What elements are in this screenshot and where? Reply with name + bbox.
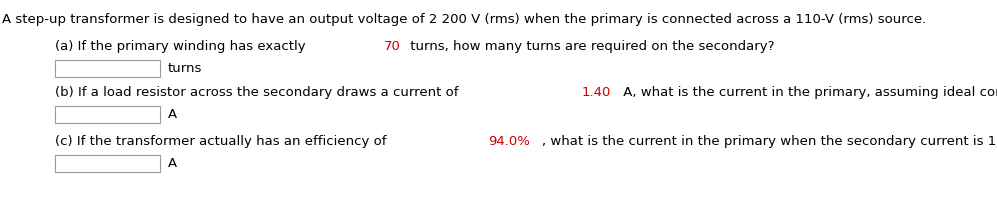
Text: , what is the current in the primary when the secondary current is 1.20 A?: , what is the current in the primary whe… [542,135,997,148]
Text: (b) If a load resistor across the secondary draws a current of: (b) If a load resistor across the second… [55,86,463,99]
Text: A step-up transformer is designed to have an output voltage of 2 200 V (rms) whe: A step-up transformer is designed to hav… [2,13,926,26]
Text: 1.40: 1.40 [581,86,610,99]
Text: (a) If the primary winding has exactly: (a) If the primary winding has exactly [55,40,310,53]
Text: A, what is the current in the primary, assuming ideal conditions?: A, what is the current in the primary, a… [619,86,997,99]
Text: turns, how many turns are required on the secondary?: turns, how many turns are required on th… [406,40,774,53]
Bar [55,106,160,123]
Bar [55,155,160,172]
Text: 94.0%: 94.0% [489,135,530,148]
Text: A: A [168,108,177,121]
Bar [55,60,160,77]
Text: 70: 70 [384,40,401,53]
Text: (c) If the transformer actually has an efficiency of: (c) If the transformer actually has an e… [55,135,391,148]
Text: A: A [168,157,177,170]
Text: turns: turns [168,62,202,75]
